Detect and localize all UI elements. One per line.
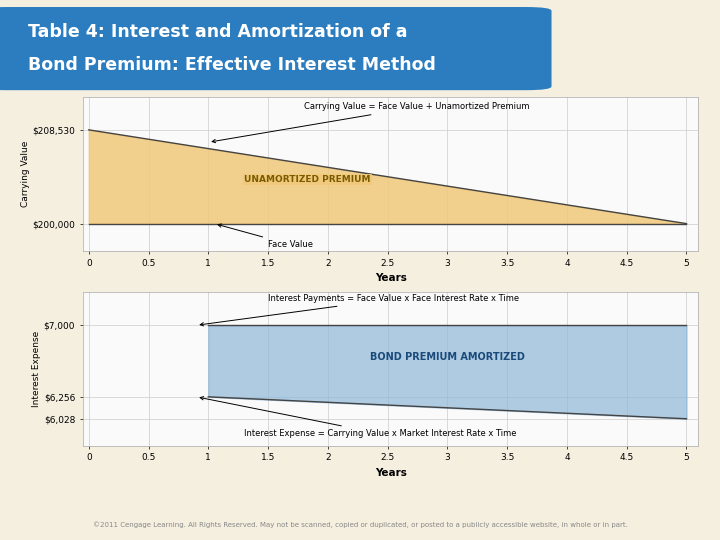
Text: Interest Expense = Carrying Value x Market Interest Rate x Time: Interest Expense = Carrying Value x Mark…: [200, 396, 517, 438]
Text: UNAMORTIZED PREMIUM: UNAMORTIZED PREMIUM: [244, 175, 371, 184]
Text: Carrying Value = Face Value + Unamortized Premium: Carrying Value = Face Value + Unamortize…: [212, 103, 529, 143]
Text: Bond Premium: Effective Interest Method: Bond Premium: Effective Interest Method: [28, 56, 436, 74]
Text: Table 4: Interest and Amortization of a: Table 4: Interest and Amortization of a: [28, 23, 408, 41]
Y-axis label: Carrying Value: Carrying Value: [20, 141, 30, 207]
Text: Face Value: Face Value: [218, 224, 313, 249]
Y-axis label: Interest Expense: Interest Expense: [32, 330, 41, 407]
Text: ©2011 Cengage Learning. All Rights Reserved. May not be scanned, copied or dupli: ©2011 Cengage Learning. All Rights Reser…: [93, 521, 627, 528]
X-axis label: Years: Years: [374, 468, 407, 478]
FancyBboxPatch shape: [0, 7, 552, 90]
Text: BOND PREMIUM AMORTIZED: BOND PREMIUM AMORTIZED: [370, 352, 525, 362]
X-axis label: Years: Years: [374, 273, 407, 284]
Text: Interest Payments = Face Value x Face Interest Rate x Time: Interest Payments = Face Value x Face In…: [200, 294, 519, 326]
